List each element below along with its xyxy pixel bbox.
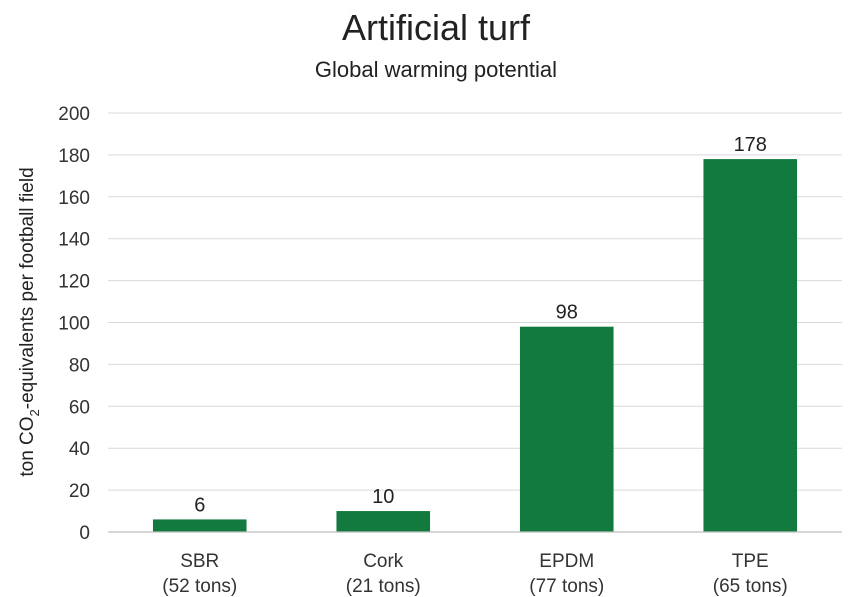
x-tick-detail: (65 tons) [713, 576, 788, 597]
y-tick-label: 80 [69, 355, 90, 376]
x-tick-labels: SBR (52 tons) Cork (21 tons) EPDM (77 tons) TP… [162, 551, 787, 597]
y-tick-label: 20 [69, 481, 90, 502]
gridlines [108, 112, 842, 491]
y-tick-label: 160 [58, 188, 90, 209]
chart-subtitle: Global warming potential [315, 57, 557, 82]
x-tick-detail: (52 tons) [162, 576, 237, 597]
y-tick-label: 0 [79, 523, 90, 544]
x-tick-detail: (77 tons) [529, 576, 604, 597]
y-tick-label: 40 [69, 439, 90, 460]
y-tick-label: 140 [58, 230, 90, 251]
y-tick-label: 200 [58, 104, 90, 125]
bar [519, 326, 614, 532]
y-axis-label-post: -equivalents per football field [17, 167, 38, 409]
data-labels: 6 10 98 178 [194, 134, 767, 516]
x-tick-label: Cork [363, 551, 404, 572]
y-tick-label: 180 [58, 146, 90, 167]
y-tick-label: 100 [58, 314, 90, 335]
bar [336, 511, 431, 532]
data-label: 6 [194, 494, 205, 516]
data-label: 10 [372, 486, 394, 508]
bar [703, 159, 798, 532]
y-axis-label: ton CO2-equivalents per football field [17, 167, 42, 476]
x-tick-detail: (21 tons) [346, 576, 421, 597]
y-axis-label-sub: 2 [27, 409, 42, 416]
bar [152, 519, 247, 532]
bars [152, 159, 798, 532]
y-tick-label: 60 [69, 397, 90, 418]
x-tick-label: EPDM [539, 551, 594, 572]
x-tick-label: SBR [180, 551, 219, 572]
data-label: 178 [734, 134, 767, 156]
y-tick-label: 120 [58, 272, 90, 293]
data-label: 98 [556, 302, 578, 324]
y-tick-labels: 0 20 40 60 80 100 120 140 160 180 200 [58, 104, 90, 544]
chart-title: Artificial turf [342, 7, 531, 48]
y-axis-label-pre: ton CO [17, 416, 38, 476]
x-tick-label: TPE [732, 551, 769, 572]
